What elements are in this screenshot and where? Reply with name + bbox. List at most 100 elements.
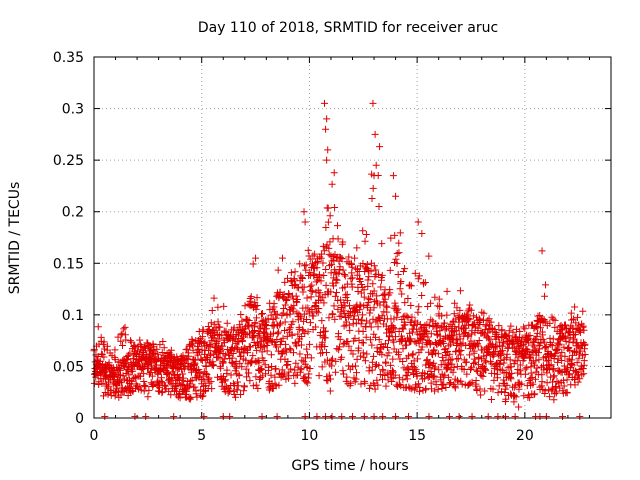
data-point (382, 359, 390, 367)
data-point (376, 301, 384, 309)
data-point (255, 330, 263, 338)
data-point (145, 386, 153, 394)
data-point (301, 373, 309, 381)
data-point (360, 353, 368, 361)
data-point (300, 208, 308, 216)
data-point (494, 412, 502, 420)
data-point (118, 330, 126, 338)
data-point (361, 237, 369, 245)
data-point (338, 412, 346, 420)
data-point (536, 412, 544, 420)
data-point (264, 315, 272, 323)
data-point (547, 341, 555, 349)
data-point (480, 309, 488, 317)
data-point (540, 316, 548, 324)
data-point (148, 372, 156, 380)
data-point (296, 260, 304, 268)
data-point (309, 252, 317, 260)
data-point (159, 337, 167, 345)
data-point (116, 379, 124, 387)
data-point (371, 362, 379, 370)
data-point (570, 335, 578, 343)
data-point (382, 382, 390, 390)
data-point (385, 349, 393, 357)
data-point (142, 344, 150, 352)
y-axis-label: SRMTID / TECUs (7, 182, 23, 295)
data-point (214, 318, 222, 326)
data-point (388, 377, 396, 385)
data-point (399, 345, 407, 353)
data-point (457, 341, 465, 349)
data-point (548, 342, 556, 350)
data-point (161, 381, 169, 389)
data-point (226, 412, 234, 420)
data-point (479, 316, 487, 324)
data-point (482, 366, 490, 374)
data-point (542, 412, 550, 420)
data-point (202, 369, 210, 377)
data-point (346, 326, 354, 334)
data-point (395, 328, 403, 336)
data-point (529, 341, 537, 349)
data-point (549, 335, 557, 343)
data-point (345, 342, 353, 350)
data-point (257, 374, 265, 382)
data-point (443, 287, 451, 295)
data-point (304, 304, 312, 312)
data-point (233, 378, 241, 386)
data-point (371, 130, 379, 138)
data-point (157, 374, 165, 382)
data-point (425, 321, 433, 329)
data-point (148, 362, 156, 370)
data-point (552, 389, 560, 397)
data-point (277, 337, 285, 345)
data-point (581, 340, 589, 348)
data-point (580, 370, 588, 378)
data-point (293, 309, 301, 317)
data-point (449, 328, 457, 336)
data-point (318, 338, 326, 346)
data-point (503, 350, 511, 358)
data-point (201, 338, 209, 346)
data-point (475, 336, 483, 344)
data-point (435, 295, 443, 303)
data-point (217, 364, 225, 372)
data-point (390, 338, 398, 346)
data-point (408, 313, 416, 321)
data-point (467, 306, 475, 314)
data-point (251, 327, 259, 335)
data-point (362, 231, 370, 239)
data-point (278, 366, 286, 374)
data-point (246, 343, 254, 351)
data-point (296, 350, 304, 358)
data-point (258, 412, 266, 420)
data-point (187, 377, 195, 385)
data-point (221, 377, 229, 385)
data-point (363, 350, 371, 358)
data-point (487, 318, 495, 326)
data-point (427, 299, 435, 307)
data-point (391, 325, 399, 333)
data-point (454, 315, 462, 323)
data-point (305, 370, 313, 378)
data-point (455, 412, 463, 420)
data-point (281, 318, 289, 326)
data-point (538, 247, 546, 255)
data-point (406, 329, 414, 337)
data-point (154, 350, 162, 358)
data-point (333, 289, 341, 297)
data-point (119, 342, 126, 350)
data-point (407, 282, 415, 290)
data-point (246, 377, 254, 385)
data-point (324, 146, 332, 154)
data-point (206, 351, 214, 359)
data-point (338, 304, 346, 312)
data-point (552, 350, 560, 358)
data-point (338, 255, 346, 263)
data-point (252, 381, 260, 389)
data-point (239, 337, 247, 345)
data-point (409, 350, 417, 358)
data-point (303, 345, 311, 353)
data-point (359, 349, 367, 357)
data-point (274, 266, 282, 274)
